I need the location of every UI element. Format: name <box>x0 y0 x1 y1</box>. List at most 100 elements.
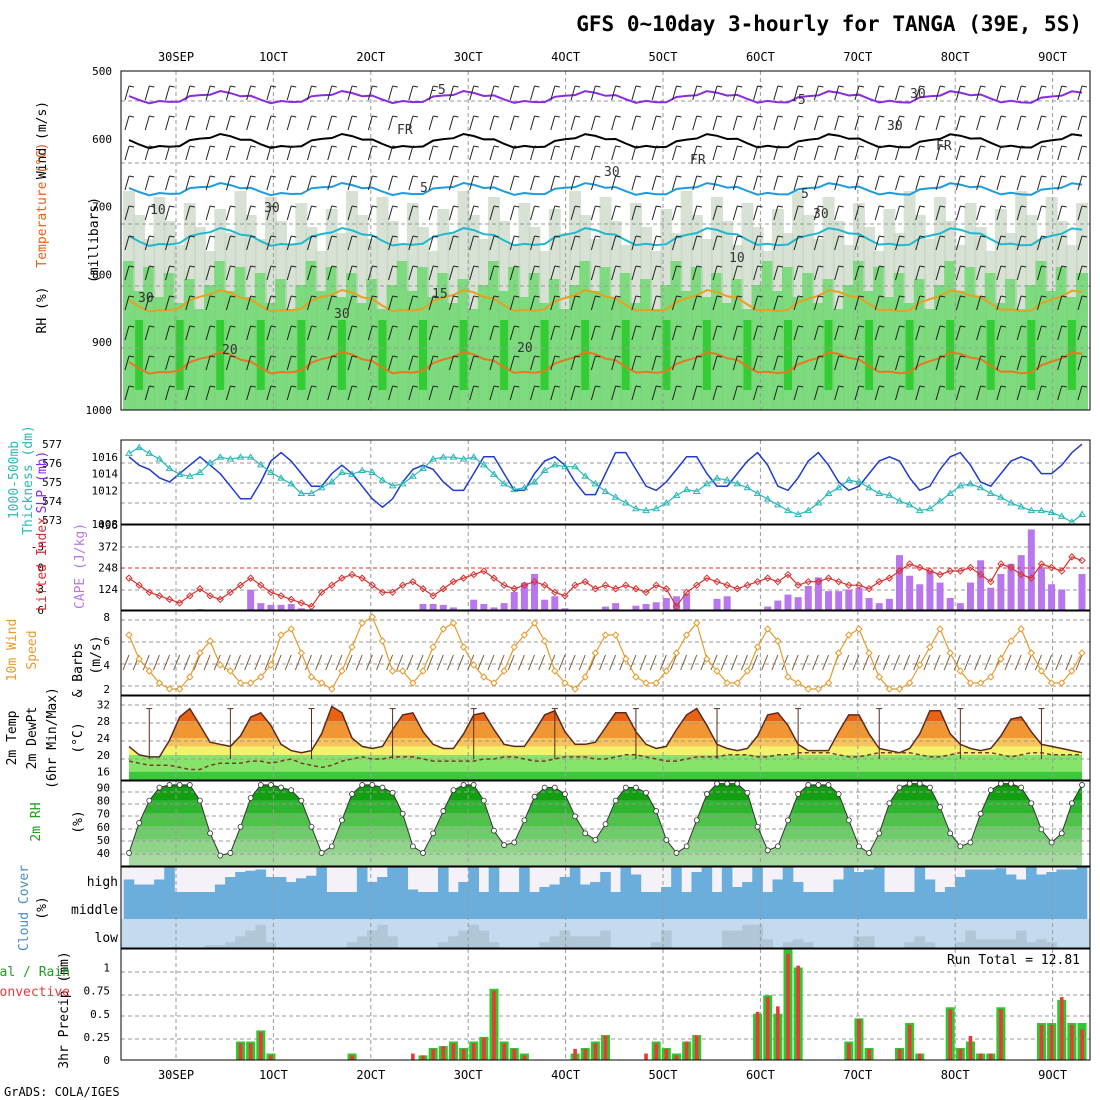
bottom-date-label: 6OCT <box>746 1068 775 1082</box>
wind-marker <box>155 679 164 687</box>
wind-barb <box>225 265 231 281</box>
wind-barb-flag <box>615 145 621 148</box>
wind-barb <box>611 355 617 371</box>
cape-bar <box>480 604 488 610</box>
wind-barb <box>469 295 475 311</box>
thickness-marker <box>905 500 914 508</box>
surface-wind-barb <box>791 654 799 671</box>
wind-barb <box>1057 235 1063 251</box>
wind-barb <box>408 85 414 101</box>
rh-band-green <box>244 297 257 410</box>
wind-barb-flag <box>858 385 865 388</box>
wind-barb-flag <box>311 115 317 118</box>
wind-barb-flag <box>372 295 378 298</box>
rh-marker <box>247 795 254 801</box>
wind-barb-flag <box>798 115 804 118</box>
wind-barb-flag <box>1061 175 1067 178</box>
wind-barb <box>935 325 941 341</box>
li-marker <box>257 581 265 589</box>
rh-marker <box>409 843 416 850</box>
wind-barb <box>367 325 373 341</box>
cape-bar <box>642 604 650 610</box>
rh-marker <box>845 817 852 824</box>
wind-marker <box>794 679 802 687</box>
wind-barb <box>773 115 779 131</box>
cloud-bar <box>539 887 550 892</box>
wind-barb-flag <box>980 115 986 118</box>
wind-barb-flag <box>514 355 520 358</box>
precip-conv-bar <box>573 1048 577 1060</box>
wind-barb-flag <box>1081 385 1088 388</box>
wind-barb-flag <box>635 385 642 388</box>
wind-barb <box>327 385 333 401</box>
wind-barb-flag <box>939 295 946 298</box>
wind-barb-flag <box>554 145 560 148</box>
cloud-bar <box>985 892 997 919</box>
wind-barb-flag <box>919 175 925 178</box>
wind-barb <box>185 325 191 341</box>
wind-barb <box>773 235 779 251</box>
surface-wind-barb <box>1034 654 1042 671</box>
rh-band-bright <box>986 320 995 390</box>
cape-bar <box>419 604 427 610</box>
wind-barb <box>225 355 231 371</box>
wind-barb-flag <box>1041 385 1047 388</box>
li-marker <box>936 570 944 579</box>
wind-barb <box>144 385 150 401</box>
wind-barb-flag <box>331 265 337 268</box>
li-marker <box>571 581 579 589</box>
wind-barb <box>124 325 130 341</box>
wind-barb <box>854 205 860 221</box>
wind-barb <box>611 145 617 161</box>
wind-barb-flag <box>453 325 459 328</box>
cloud-bar <box>843 867 855 892</box>
wind-barb <box>1077 85 1083 101</box>
wind-barb <box>854 295 860 311</box>
li-marker <box>723 581 731 589</box>
thickness-marker <box>834 483 843 491</box>
wind-barb <box>834 115 840 131</box>
wind-barb-flag <box>980 205 986 208</box>
wind-barb-flag <box>858 265 865 268</box>
wind-barb <box>773 355 779 371</box>
thickness-marker <box>408 472 417 479</box>
wind-barb-flag <box>493 295 500 298</box>
wind-barb-flag <box>392 355 398 358</box>
wind-barb <box>246 265 252 281</box>
wind-marker <box>632 673 640 681</box>
wind-barb <box>408 265 414 281</box>
rh-band-green <box>913 279 926 410</box>
wind-barb <box>854 175 860 191</box>
cape-panel-series <box>121 529 1090 611</box>
wind-barb-flag <box>919 325 925 328</box>
wind-barb-flag <box>1061 265 1067 268</box>
rh-band-green <box>954 291 967 410</box>
li-marker <box>834 577 843 586</box>
surface-wind-barb <box>862 654 870 671</box>
cape-bar <box>500 603 508 610</box>
wind-barb <box>307 205 312 221</box>
wind-barb-flag <box>980 295 986 298</box>
rh-marker <box>359 782 366 788</box>
li-axis-label: Lifted Index <box>35 517 50 611</box>
li-marker <box>449 577 458 586</box>
wind-barb <box>428 355 434 371</box>
cloud-bar <box>214 884 226 892</box>
wind-barb <box>448 355 454 371</box>
wind-marker <box>328 685 336 693</box>
wind-barb-flag <box>453 205 459 208</box>
wind-barb-flag <box>798 205 804 208</box>
precip-conv-bar <box>411 1053 415 1060</box>
contour-label: 30 <box>604 165 620 180</box>
wind-barb-flag <box>1021 175 1027 178</box>
surface-wind-barb <box>1075 654 1083 671</box>
wind-barb <box>915 85 921 101</box>
precip-conv-bar <box>583 1048 588 1060</box>
cape-bar <box>561 608 569 610</box>
cloud-bar <box>1015 930 1027 948</box>
cloud-bar <box>975 939 986 948</box>
cloud-bar <box>387 867 398 892</box>
wind-marker <box>581 673 589 681</box>
wind-barb-flag <box>960 355 966 358</box>
wind-barb-flag <box>595 385 601 388</box>
